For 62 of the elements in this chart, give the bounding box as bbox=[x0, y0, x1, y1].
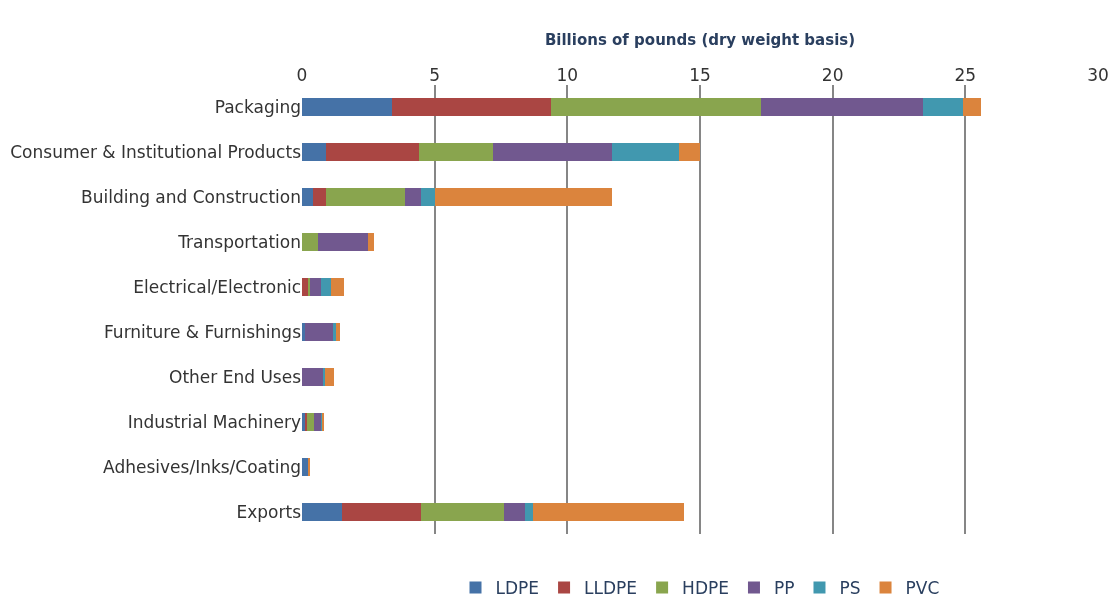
bar bbox=[302, 367, 324, 386]
bar bbox=[532, 502, 685, 521]
bar bbox=[320, 278, 332, 297]
bar bbox=[421, 188, 435, 207]
y-tick-label: Electrical/Electronic bbox=[133, 277, 301, 297]
legend-label: LDPE bbox=[495, 578, 540, 599]
bar bbox=[761, 98, 923, 117]
x-axis-title: Billions of pounds (dry weight basis) bbox=[544, 30, 856, 49]
y-tick-label: Transportation bbox=[177, 232, 301, 253]
bar bbox=[302, 143, 326, 162]
bar bbox=[392, 98, 552, 117]
y-tick-label: Exports bbox=[236, 501, 302, 522]
bar bbox=[962, 98, 982, 117]
legend-label: HDPE bbox=[682, 578, 729, 599]
bar bbox=[434, 188, 613, 207]
x-tick-label: 30 bbox=[1087, 64, 1109, 85]
bar bbox=[922, 98, 963, 117]
x-tick-label: 15 bbox=[689, 64, 711, 85]
bar bbox=[302, 98, 393, 117]
x-tick-label: 25 bbox=[954, 64, 977, 85]
bar bbox=[302, 188, 313, 207]
y-tick-label: Furniture & Furnishings bbox=[104, 321, 302, 342]
bar bbox=[551, 98, 762, 117]
bar bbox=[317, 233, 369, 252]
bar bbox=[324, 367, 334, 386]
legend-label: PP bbox=[773, 578, 795, 599]
bar bbox=[312, 188, 326, 207]
y-tick-label: Packaging bbox=[214, 97, 301, 118]
x-tick-label: 10 bbox=[556, 64, 579, 85]
y-tick-label: Building and Construction bbox=[81, 187, 301, 208]
bar bbox=[405, 188, 422, 207]
bar bbox=[331, 278, 345, 297]
bar bbox=[336, 322, 341, 341]
bar bbox=[302, 278, 309, 297]
x-tick-label: 5 bbox=[429, 64, 441, 85]
legend-label: PVC bbox=[905, 578, 940, 599]
legend-label: LLDPE bbox=[584, 578, 638, 599]
bar bbox=[302, 322, 305, 341]
y-tick-label: Consumer & Institutional Products bbox=[10, 142, 302, 163]
bar bbox=[304, 322, 333, 341]
bar bbox=[368, 233, 374, 252]
bar bbox=[325, 188, 406, 207]
bar bbox=[493, 143, 613, 162]
bar bbox=[421, 502, 504, 521]
x-tick-label: 0 bbox=[296, 64, 308, 85]
bar bbox=[341, 502, 422, 521]
bar bbox=[503, 502, 525, 521]
bar bbox=[325, 143, 419, 162]
bar bbox=[418, 143, 494, 162]
bar bbox=[302, 457, 309, 476]
y-tick-label: Adhesives/Inks/Coating bbox=[103, 456, 301, 477]
x-tick-label: 20 bbox=[821, 64, 844, 85]
bar bbox=[678, 143, 700, 162]
bar bbox=[612, 143, 679, 162]
legend-label: PS bbox=[839, 578, 861, 599]
y-tick-label: Industrial Machinery bbox=[127, 411, 301, 432]
bar bbox=[307, 412, 314, 431]
bar bbox=[302, 233, 318, 252]
bar bbox=[524, 502, 533, 521]
y-tick-label: Other End Uses bbox=[169, 366, 302, 387]
bar bbox=[309, 278, 321, 297]
bar bbox=[302, 502, 342, 521]
